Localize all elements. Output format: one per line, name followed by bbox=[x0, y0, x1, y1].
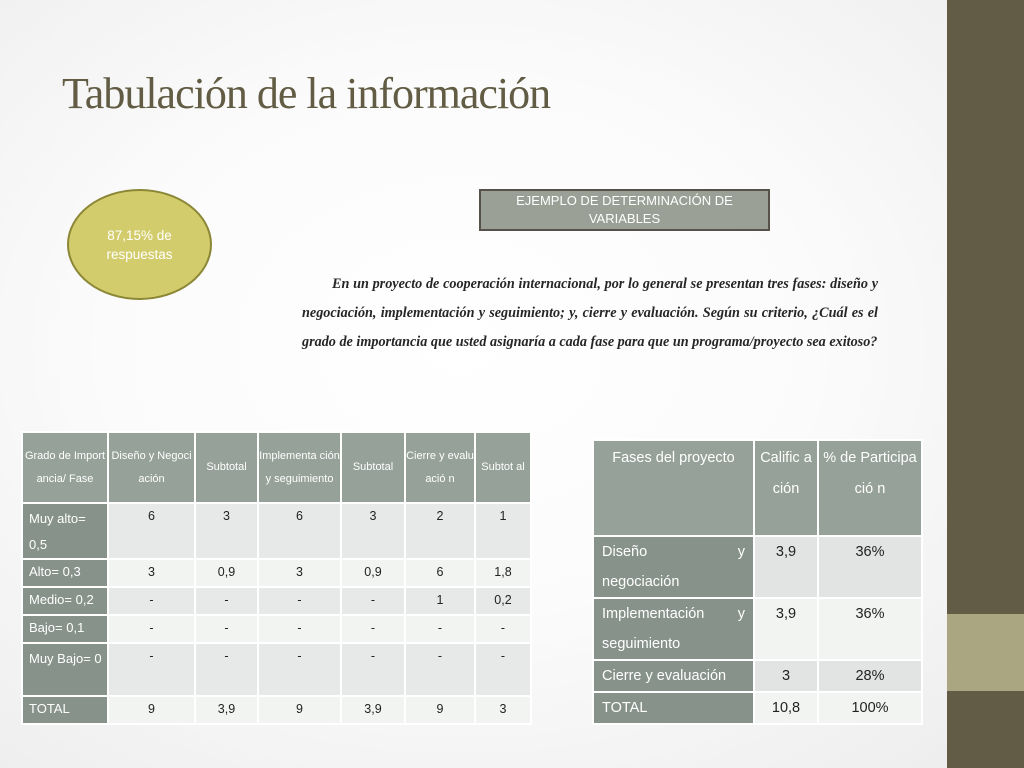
table-cell: - bbox=[107, 586, 196, 616]
table-row: Muy Bajo= 0 - - - - - - bbox=[21, 642, 532, 697]
table-row: Implementación y seguimiento 3,9 36% bbox=[592, 597, 923, 661]
header-subtotal: Subtot al bbox=[474, 431, 532, 504]
table-cell: 1 bbox=[404, 586, 476, 616]
table-row: TOTAL 9 3,9 9 3,9 9 3 bbox=[21, 695, 532, 725]
row-label: TOTAL bbox=[21, 695, 109, 725]
row-label-part: negociación bbox=[602, 574, 680, 590]
slide-title: Tabulación de la información bbox=[62, 69, 551, 118]
table-cell: 0,9 bbox=[340, 558, 406, 588]
table-cell: - bbox=[340, 586, 406, 616]
importance-table: Grado de Importancia/ Fase Diseño y Nego… bbox=[21, 431, 532, 725]
table-cell: - bbox=[107, 614, 196, 644]
table-cell: 3,9 bbox=[194, 695, 259, 725]
table-cell: - bbox=[474, 614, 532, 644]
row-label-part: Implementación bbox=[602, 606, 705, 622]
row-label: Alto= 0,3 bbox=[21, 558, 109, 588]
table-row: Medio= 0,2 - - - - 1 0,2 bbox=[21, 586, 532, 616]
table-cell: 1 bbox=[474, 502, 532, 560]
table-cell: 36% bbox=[817, 535, 923, 599]
header-closure-evaluation: Cierre y evaluació n bbox=[404, 431, 476, 504]
row-label-part: y bbox=[737, 544, 745, 560]
table-header-row: Fases del proyecto Calific ación % de Pa… bbox=[592, 439, 923, 537]
table-cell: 36% bbox=[817, 597, 923, 661]
table-cell: - bbox=[404, 614, 476, 644]
table-cell: - bbox=[194, 614, 259, 644]
table-cell: 0,2 bbox=[474, 586, 532, 616]
table-header-row: Grado de Importancia/ Fase Diseño y Nego… bbox=[21, 431, 532, 504]
table-cell: 6 bbox=[404, 558, 476, 588]
table-cell: - bbox=[257, 586, 342, 616]
header-rating: Calific ación bbox=[753, 439, 819, 537]
table-cell: - bbox=[340, 642, 406, 697]
table-row: Muy alto= 0,5 6 3 6 3 2 1 bbox=[21, 502, 532, 560]
response-rate-text: 87,15% de respuestas bbox=[106, 227, 173, 262]
table-cell: 3,9 bbox=[753, 535, 819, 599]
row-label: Medio= 0,2 bbox=[21, 586, 109, 616]
row-label-part: y bbox=[737, 606, 745, 622]
table-cell: - bbox=[257, 642, 342, 697]
sidebar-accent-block bbox=[947, 614, 1024, 691]
table-cell: - bbox=[107, 642, 196, 697]
table-cell: 3 bbox=[340, 502, 406, 560]
table-row: Cierre y evaluación 3 28% bbox=[592, 659, 923, 693]
table-row: Alto= 0,3 3 0,9 3 0,9 6 1,8 bbox=[21, 558, 532, 588]
table-cell: 9 bbox=[107, 695, 196, 725]
table-cell: 28% bbox=[817, 659, 923, 693]
header-implementation-monitoring: Implementa ción y seguimiento bbox=[257, 431, 342, 504]
header-subtotal: Subtotal bbox=[340, 431, 406, 504]
table-cell: 3 bbox=[107, 558, 196, 588]
table-cell: 100% bbox=[817, 691, 923, 725]
example-label-box: EJEMPLO DE DETERMINACIÓN DE VARIABLES bbox=[479, 189, 770, 231]
table-cell: 1,8 bbox=[474, 558, 532, 588]
row-label: Bajo= 0,1 bbox=[21, 614, 109, 644]
row-label: Diseño y negociación bbox=[592, 535, 755, 599]
row-label: Muy Bajo= 0 bbox=[21, 642, 109, 697]
header-project-phases: Fases del proyecto bbox=[592, 439, 755, 537]
table-row: TOTAL 10,8 100% bbox=[592, 691, 923, 725]
example-label-text: EJEMPLO DE DETERMINACIÓN DE VARIABLES bbox=[516, 193, 733, 226]
table-cell: 3,9 bbox=[340, 695, 406, 725]
table-cell: - bbox=[194, 642, 259, 697]
header-design-negotiation: Diseño y Negociación bbox=[107, 431, 196, 504]
table-cell: 9 bbox=[257, 695, 342, 725]
header-subtotal: Subtotal bbox=[194, 431, 259, 504]
table-cell: 3 bbox=[474, 695, 532, 725]
table-cell: 10,8 bbox=[753, 691, 819, 725]
phases-table: Fases del proyecto Calific ación % de Pa… bbox=[592, 439, 923, 725]
row-label-part: seguimiento bbox=[602, 636, 681, 652]
header-importance-grade: Grado de Importancia/ Fase bbox=[21, 431, 109, 504]
table-cell: - bbox=[404, 642, 476, 697]
table-cell: - bbox=[340, 614, 406, 644]
row-label-part: Diseño bbox=[602, 544, 648, 560]
table-cell: 3 bbox=[753, 659, 819, 693]
table-cell: 3 bbox=[194, 502, 259, 560]
table-row: Diseño y negociación 3,9 36% bbox=[592, 535, 923, 599]
table-cell: 9 bbox=[404, 695, 476, 725]
row-label: Implementación y seguimiento bbox=[592, 597, 755, 661]
table-cell: 2 bbox=[404, 502, 476, 560]
table-cell: 3 bbox=[257, 558, 342, 588]
table-cell: 6 bbox=[257, 502, 342, 560]
survey-question: En un proyecto de cooperación internacio… bbox=[302, 276, 878, 350]
table-cell: 0,9 bbox=[194, 558, 259, 588]
table-cell: 3,9 bbox=[753, 597, 819, 661]
row-label: Muy alto= 0,5 bbox=[21, 502, 109, 560]
table-cell: - bbox=[474, 642, 532, 697]
row-label: TOTAL bbox=[592, 691, 755, 725]
header-participation-percent: % de Participació n bbox=[817, 439, 923, 537]
table-row: Bajo= 0,1 - - - - - - bbox=[21, 614, 532, 644]
table-cell: - bbox=[257, 614, 342, 644]
row-label: Cierre y evaluación bbox=[592, 659, 755, 693]
table-cell: - bbox=[194, 586, 259, 616]
response-rate-badge: 87,15% de respuestas bbox=[67, 189, 212, 300]
table-cell: 6 bbox=[107, 502, 196, 560]
